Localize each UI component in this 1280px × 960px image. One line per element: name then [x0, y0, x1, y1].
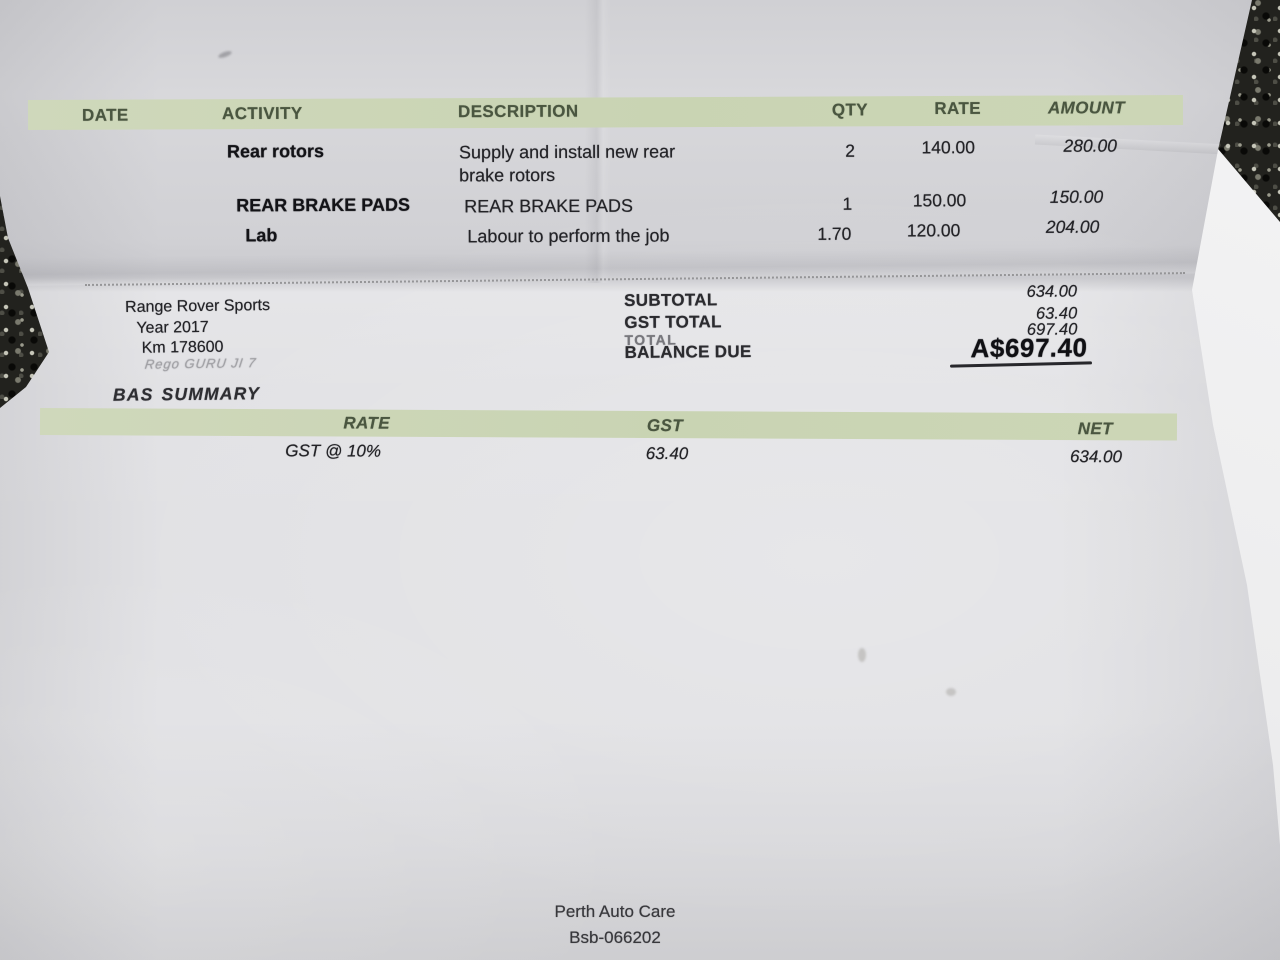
bas-gst-value: 63.40	[645, 443, 689, 464]
item-amount: 280.00	[1063, 135, 1118, 156]
paper-smudge	[858, 648, 866, 662]
bas-header-rate: RATE	[343, 413, 391, 433]
item-qty: 1.70	[817, 223, 852, 244]
balance-due-label: BALANCE DUE	[624, 342, 752, 362]
item-amount: 204.00	[1045, 216, 1100, 237]
item-description: REAR BRAKE PADS	[464, 195, 634, 217]
item-qty: 1	[842, 193, 853, 214]
business-name: Perth Auto Care	[554, 902, 676, 921]
vehicle-model: Range Rover Sports	[125, 296, 271, 316]
item-activity: REAR BRAKE PADS	[236, 194, 410, 216]
item-description: Labour to perform the job	[467, 225, 670, 247]
vehicle-rego: Rego GURU JI 7	[143, 355, 258, 372]
item-activity: Lab	[245, 225, 278, 246]
subtotal-label: SUBTOTAL	[624, 290, 718, 310]
vehicle-year: Year 2017	[136, 318, 209, 337]
item-rate: 140.00	[921, 137, 976, 158]
bas-header-gst: GST	[646, 415, 684, 436]
bas-summary-title: BAS SUMMARY	[112, 383, 261, 405]
item-description: Supply and install new rear brake rotors	[458, 141, 676, 185]
item-amount: 150.00	[1049, 186, 1104, 207]
bas-net-value: 634.00	[1069, 447, 1123, 467]
bas-header-net: NET	[1077, 419, 1114, 439]
item-qty: 2	[845, 140, 856, 161]
balance-due-value: A$697.40	[970, 332, 1089, 364]
gst-total-label: GST TOTAL	[624, 312, 722, 332]
item-rate: 150.00	[912, 190, 967, 211]
paper-smudge	[946, 688, 956, 696]
bsb-number: Bsb-066202	[569, 928, 661, 947]
subtotal-value: 634.00	[1026, 282, 1078, 301]
vehicle-details: Range Rover Sports Year 2017 Km 178600 R…	[125, 295, 426, 389]
item-activity: Rear rotors	[226, 141, 325, 162]
item-rate: 120.00	[906, 220, 961, 241]
bas-table-row: GST @ 10% 63.40 634.00	[40, 440, 1177, 472]
bas-rate-value: GST @ 10%	[285, 441, 382, 461]
vertical-crease	[585, 0, 611, 283]
bas-table-header-bar: RATE GST NET	[39, 408, 1178, 441]
